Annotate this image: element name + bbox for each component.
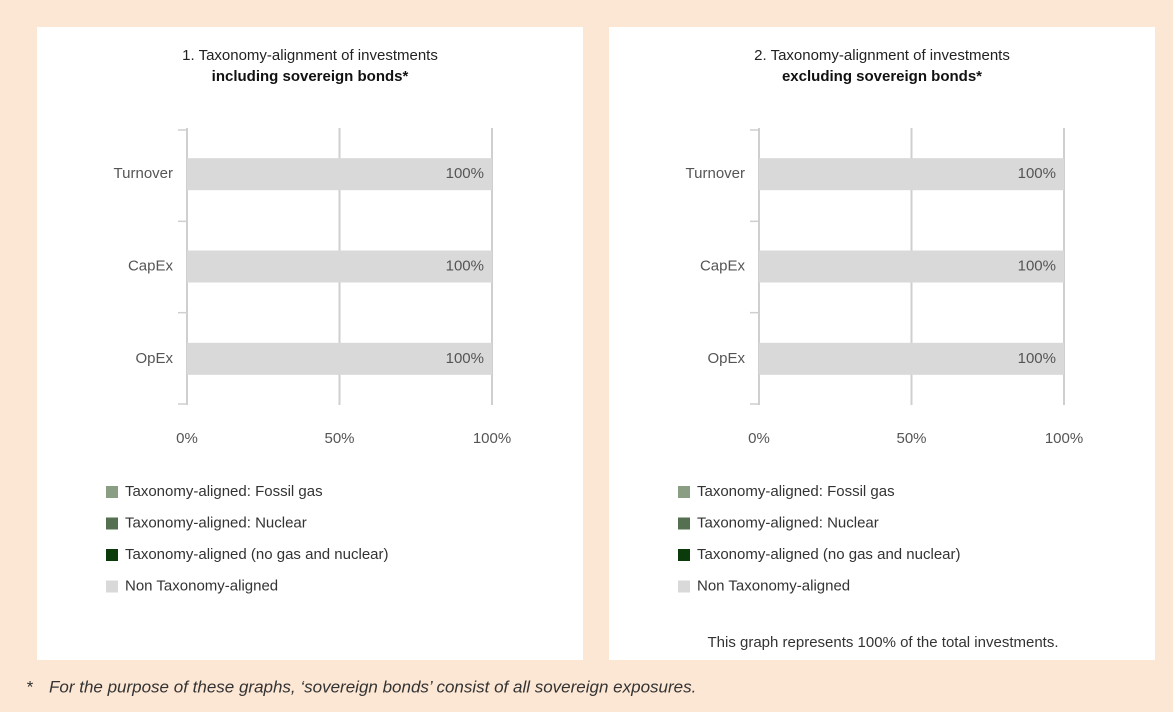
value-label: 100%: [446, 165, 484, 182]
legend-swatch: [678, 486, 690, 498]
bar: [187, 342, 492, 375]
legend-swatch: [106, 549, 118, 561]
legend-label: Taxonomy-aligned: Nuclear: [125, 514, 307, 531]
legend-label: Taxonomy-aligned (no gas and nuclear): [697, 546, 961, 563]
chart-subtitle: including sovereign bonds*: [212, 68, 409, 85]
y-tick-label: OpEx: [707, 350, 745, 367]
legend-swatch: [106, 517, 118, 530]
legend-swatch: [106, 580, 118, 593]
value-label: 100%: [1018, 350, 1056, 367]
y-tick-label: OpEx: [135, 350, 173, 367]
y-tick-label: CapEx: [700, 257, 746, 274]
y-tick-label: Turnover: [686, 165, 745, 182]
y-tick-label: CapEx: [128, 257, 174, 274]
legend-swatch: [678, 517, 690, 530]
legend-swatch: [106, 486, 118, 498]
footnote: For the purpose of these graphs, ‘sovere…: [49, 677, 696, 696]
y-tick-label: Turnover: [114, 165, 173, 182]
x-tick-label: 100%: [1045, 430, 1083, 447]
bar: [759, 158, 1064, 191]
legend-label: Taxonomy-aligned: Fossil gas: [697, 483, 895, 500]
footnote-marker: *: [26, 677, 34, 696]
chart-title: 1. Taxonomy-alignment of investments: [182, 47, 438, 64]
x-tick-label: 50%: [896, 430, 926, 447]
x-tick-label: 50%: [324, 430, 354, 447]
chart-subtitle: excluding sovereign bonds*: [782, 68, 982, 85]
x-tick-label: 100%: [473, 430, 511, 447]
note: This graph represents 100% of the total …: [707, 634, 1058, 651]
bar: [187, 158, 492, 191]
x-tick-label: 0%: [748, 430, 770, 447]
legend-label: Taxonomy-aligned: Fossil gas: [125, 483, 323, 500]
value-label: 100%: [1018, 165, 1056, 182]
legend-label: Non Taxonomy-aligned: [697, 577, 850, 594]
chart-title: 2. Taxonomy-alignment of investments: [754, 47, 1010, 64]
value-label: 100%: [446, 257, 484, 274]
bar: [759, 342, 1064, 375]
legend-swatch: [678, 549, 690, 561]
value-label: 100%: [1018, 257, 1056, 274]
x-tick-label: 0%: [176, 430, 198, 447]
legend-label: Non Taxonomy-aligned: [125, 577, 278, 594]
legend-label: Taxonomy-aligned (no gas and nuclear): [125, 546, 389, 563]
legend-label: Taxonomy-aligned: Nuclear: [697, 514, 879, 531]
bar: [759, 250, 1064, 283]
legend-swatch: [678, 580, 690, 593]
value-label: 100%: [446, 350, 484, 367]
bar: [187, 250, 492, 283]
